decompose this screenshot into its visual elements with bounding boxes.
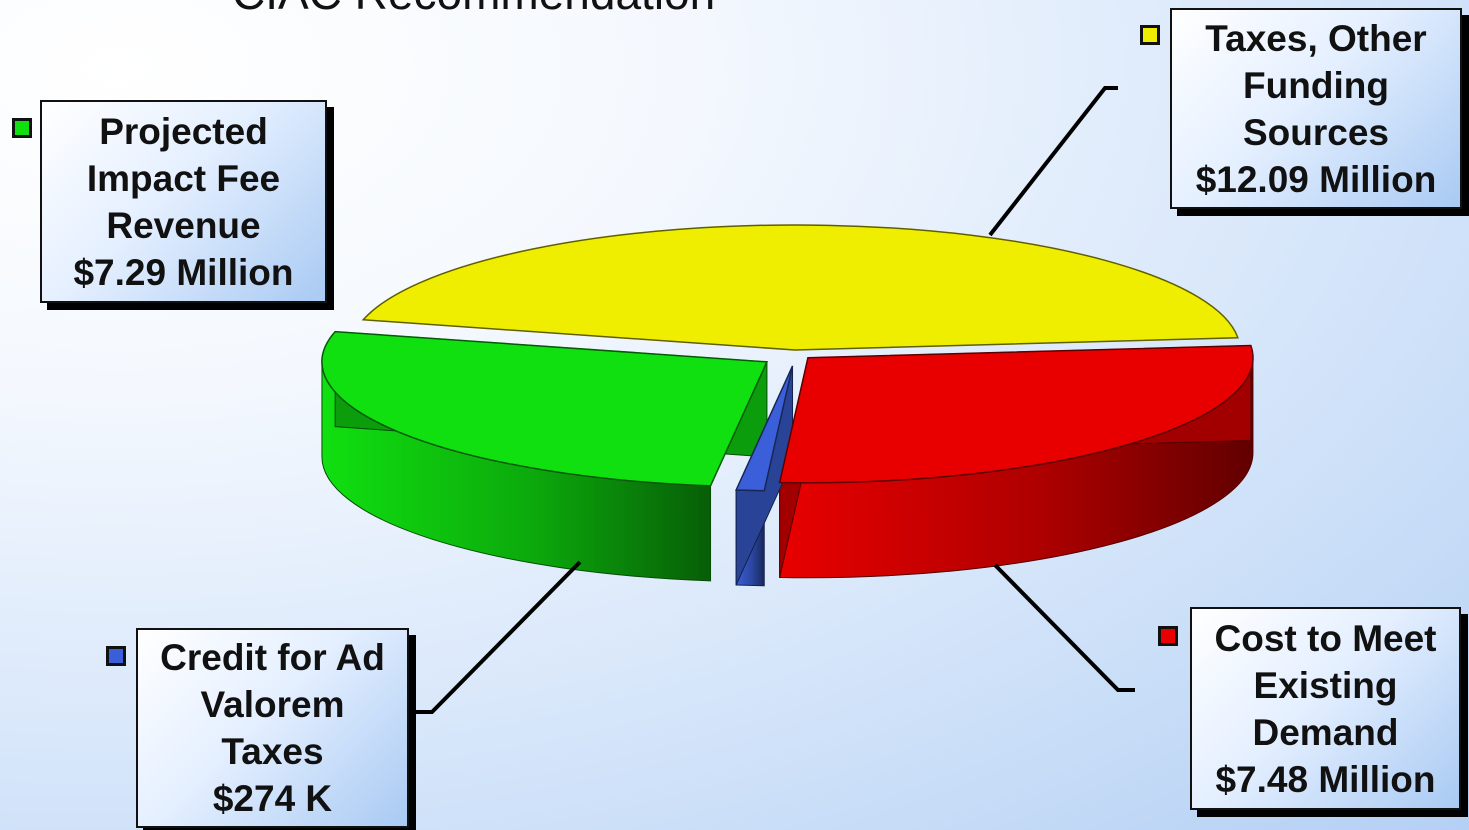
slice-top-impact xyxy=(321,330,769,487)
slice-top-existing xyxy=(778,344,1254,484)
callout-existing-line-3: Demand xyxy=(1252,711,1399,753)
callout-credit-line-2: Valorem xyxy=(200,684,345,725)
callout-impact-line-2: Impact Fee xyxy=(86,157,281,199)
callout-credit-line-4: $274 K xyxy=(212,778,333,819)
callout-credit-line-1: Credit for Ad xyxy=(160,637,385,678)
callout-credit: Credit for Ad Valorem Taxes $274 K xyxy=(136,628,409,828)
slice-top-credit xyxy=(734,365,794,492)
leader-line-existing xyxy=(993,563,1135,692)
callout-existing-line-4: $7.48 Million xyxy=(1215,758,1436,800)
callout-impact-line-3: Revenue xyxy=(106,204,261,246)
callout-impact-line-4: $7.29 Million xyxy=(73,251,294,293)
callout-taxes-line-3: Sources xyxy=(1242,111,1389,153)
callout-taxes-line-1: Taxes, Other xyxy=(1205,17,1427,59)
legend-swatch-credit xyxy=(106,646,126,666)
callout-credit-line-3: Taxes xyxy=(221,731,324,772)
callout-taxes-line-2: Funding xyxy=(1243,64,1389,106)
legend-swatch-taxes xyxy=(1140,25,1160,45)
legend-swatch-impact xyxy=(12,118,32,138)
chart-title: CIAC Recommendation xyxy=(232,0,715,20)
slice-top-taxes xyxy=(361,224,1239,351)
callout-taxes-line-4: $12.09 Million xyxy=(1195,158,1437,200)
callout-existing-line-2: Existing xyxy=(1253,664,1398,706)
leader-line-taxes xyxy=(988,86,1118,237)
leader-line-credit xyxy=(415,560,582,714)
callout-taxes: Taxes, Other Funding Sources $12.09 Mill… xyxy=(1170,8,1462,209)
callout-impact: Projected Impact Fee Revenue $7.29 Milli… xyxy=(40,100,327,303)
legend-swatch-existing xyxy=(1158,626,1178,646)
callout-existing: Cost to Meet Existing Demand $7.48 Milli… xyxy=(1190,607,1461,810)
callout-impact-line-1: Projected xyxy=(99,110,268,152)
callout-existing-line-1: Cost to Meet xyxy=(1214,617,1437,659)
